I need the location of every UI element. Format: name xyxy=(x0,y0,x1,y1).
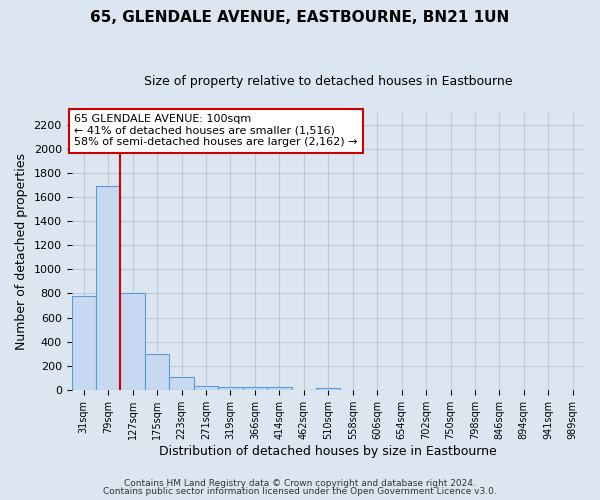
Text: 65, GLENDALE AVENUE, EASTBOURNE, BN21 1UN: 65, GLENDALE AVENUE, EASTBOURNE, BN21 1U… xyxy=(91,10,509,25)
Bar xyxy=(194,386,218,390)
Y-axis label: Number of detached properties: Number of detached properties xyxy=(15,153,28,350)
Bar xyxy=(316,388,340,390)
Bar xyxy=(145,354,169,390)
Bar xyxy=(218,387,242,390)
Bar xyxy=(169,376,194,390)
Bar xyxy=(267,388,292,390)
Bar xyxy=(71,296,96,390)
Text: Contains public sector information licensed under the Open Government Licence v3: Contains public sector information licen… xyxy=(103,487,497,496)
Text: 65 GLENDALE AVENUE: 100sqm
← 41% of detached houses are smaller (1,516)
58% of s: 65 GLENDALE AVENUE: 100sqm ← 41% of deta… xyxy=(74,114,358,148)
X-axis label: Distribution of detached houses by size in Eastbourne: Distribution of detached houses by size … xyxy=(160,444,497,458)
Bar xyxy=(242,387,267,390)
Title: Size of property relative to detached houses in Eastbourne: Size of property relative to detached ho… xyxy=(144,75,512,88)
Bar xyxy=(96,186,121,390)
Bar xyxy=(121,294,145,390)
Text: Contains HM Land Registry data © Crown copyright and database right 2024.: Contains HM Land Registry data © Crown c… xyxy=(124,478,476,488)
